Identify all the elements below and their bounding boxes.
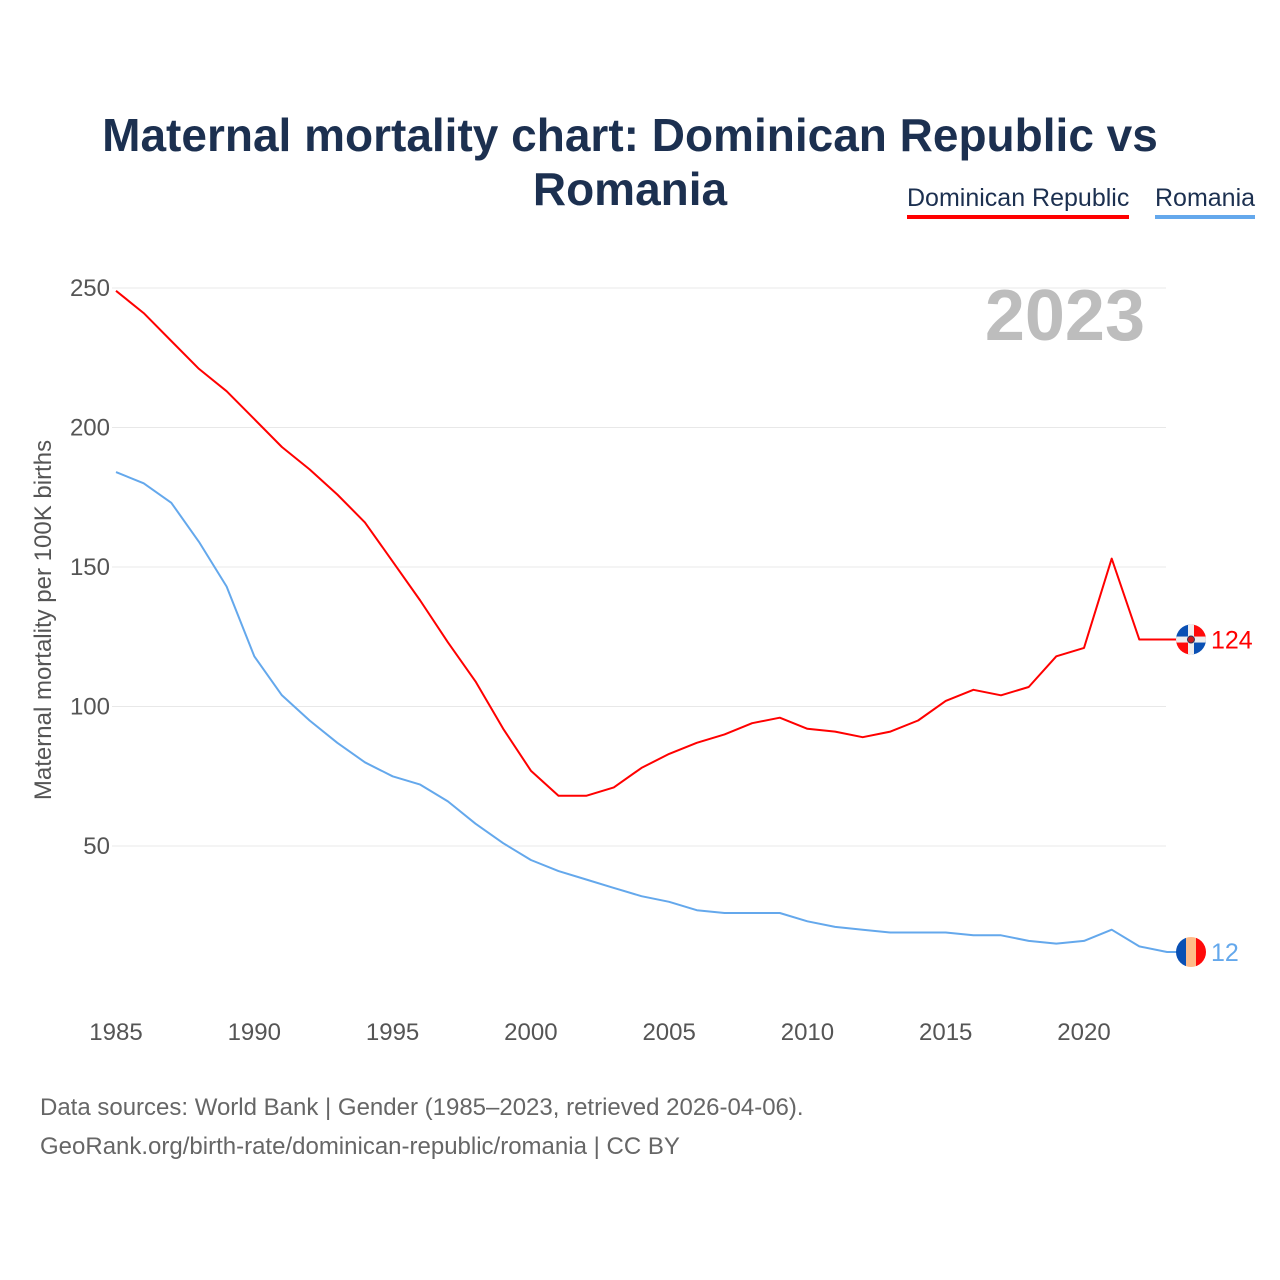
x-tick-label: 2010 <box>781 1019 834 1046</box>
end-value-label: 12 <box>1211 939 1239 967</box>
year-watermark: 2023 <box>985 276 1145 356</box>
chart-title: Maternal mortality chart: Dominican Repu… <box>102 109 1158 215</box>
x-tick-label: 2000 <box>504 1019 557 1046</box>
series-line-romania <box>115 471 1181 953</box>
legend-romania[interactable]: Romania <box>1155 184 1256 219</box>
y-axis-label: Maternal mortality per 100K births <box>30 440 57 800</box>
legend-dominican-republic[interactable]: Dominican Republic <box>907 184 1130 219</box>
dominican-republic-flag-icon <box>1176 624 1206 655</box>
x-tick-label: 1995 <box>366 1019 419 1046</box>
y-tick-label: 50 <box>83 833 110 860</box>
footer-sources: Data sources: World Bank | Gender (1985–… <box>40 1094 804 1121</box>
x-tick-label: 2015 <box>919 1019 972 1046</box>
x-tick-label: 2005 <box>642 1019 695 1046</box>
romania-flag-icon <box>1176 937 1206 968</box>
series-line-dominican-republic <box>115 290 1181 797</box>
y-tick-label: 150 <box>70 554 110 581</box>
footer: Data sources: World Bank | Gender (1985–… <box>40 1088 804 1166</box>
y-tick-label: 100 <box>70 694 110 721</box>
footer-link[interactable]: GeoRank.org/birth-rate/dominican-republi… <box>40 1133 680 1160</box>
end-value-label: 124 <box>1211 627 1253 655</box>
x-tick-label: 1990 <box>228 1019 281 1046</box>
y-tick-label: 250 <box>70 275 110 302</box>
x-tick-label: 1985 <box>89 1019 142 1046</box>
y-tick-label: 200 <box>70 415 110 442</box>
x-tick-label: 2020 <box>1057 1019 1110 1046</box>
